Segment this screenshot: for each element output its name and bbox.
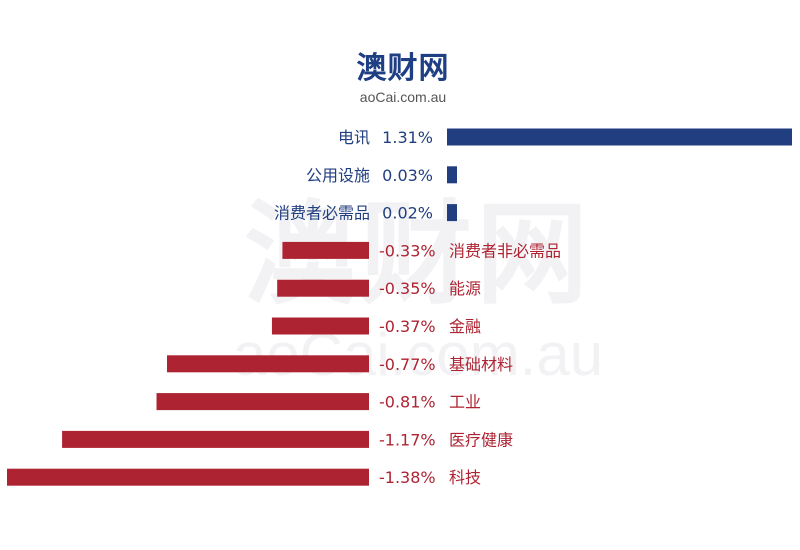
bar-4	[277, 279, 369, 297]
category-label-3: 消费者非必需品	[449, 241, 561, 260]
category-label-6: 基础材料	[449, 355, 513, 374]
logo-name: 澳财网	[356, 51, 450, 86]
value-label-1: 0.03%	[382, 166, 433, 185]
category-label-8: 医疗健康	[449, 430, 513, 449]
category-label-9: 科技	[449, 468, 481, 487]
bar-2	[447, 204, 457, 222]
bar-5	[271, 317, 369, 335]
category-label-5: 金融	[449, 317, 481, 336]
value-label-5: -0.37%	[379, 317, 436, 336]
logo-domain: aoCai.com.au	[359, 89, 447, 105]
value-label-2: 0.02%	[382, 204, 433, 223]
category-label-4: 能源	[449, 279, 481, 298]
value-label-9: -1.38%	[379, 468, 436, 487]
bar-6	[167, 355, 369, 373]
bar-8	[62, 430, 370, 448]
category-label-1: 公用设施	[306, 166, 370, 185]
category-label-2: 消费者必需品	[274, 204, 370, 223]
bar-3	[282, 241, 369, 259]
category-label-7: 工业	[449, 393, 481, 412]
bar-9	[7, 468, 369, 486]
value-label-0: 1.31%	[382, 128, 433, 147]
value-label-8: -1.17%	[379, 430, 436, 449]
value-label-4: -0.35%	[379, 279, 436, 298]
value-label-3: -0.33%	[379, 241, 436, 260]
bar-1	[447, 166, 457, 184]
bar-0	[447, 128, 792, 146]
value-label-6: -0.77%	[379, 355, 436, 374]
bar-7	[156, 393, 369, 411]
category-label-0: 电讯	[338, 128, 370, 147]
value-label-7: -0.81%	[379, 393, 436, 412]
